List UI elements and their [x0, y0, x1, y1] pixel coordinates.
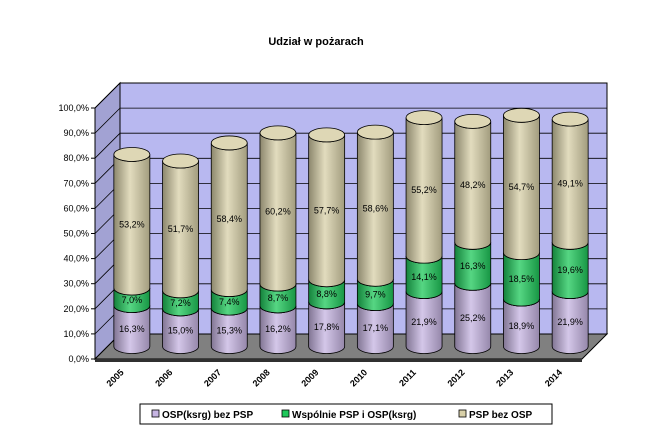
bar-top-2005: [113, 147, 151, 162]
gridline-side: [94, 82, 121, 109]
bar-top-2014: [551, 111, 589, 127]
data-label-2007-series-2: 7,4%: [219, 297, 240, 307]
y-tick-label: 50,0%: [63, 229, 89, 239]
legend-box: [139, 403, 553, 425]
y-tick-label: 10,0%: [63, 329, 89, 339]
data-label-2008-series-3: 60,2%: [265, 206, 291, 216]
legend: OSP(ksrg) bez PSP Wspólnie PSP i OSP(ksrg…: [139, 403, 553, 425]
data-label-2005-series-1: 16,3%: [119, 324, 145, 334]
data-labels: 16,3% 7,0% 53,2% 15,0% 7,2% 51,7% 15,3% 7,4% 58,…: [119, 179, 583, 336]
chart-title: Udział w pożarach: [268, 36, 364, 48]
data-label-2013-series-1: 18,9%: [509, 321, 535, 331]
x-tick-2007: 2007: [202, 367, 223, 388]
data-label-2008-series-2: 8,7%: [268, 293, 289, 303]
y-tick-label: 0,0%: [68, 354, 89, 364]
legend-label-1: OSP(ksrg) bez PSP: [162, 410, 253, 421]
data-label-2005-series-3: 53,2%: [119, 219, 145, 229]
floor-edge: [95, 359, 582, 362]
data-label-2010-series-3: 58,6%: [363, 204, 389, 214]
data-label-2010-series-1: 17,1%: [363, 323, 389, 333]
data-label-2009-series-1: 17,8%: [314, 322, 340, 332]
data-label-2011-series-3: 55,2%: [411, 185, 437, 195]
bar-top-2010: [356, 124, 394, 140]
bar-top-2013: [503, 107, 540, 123]
data-label-2014-series-2: 19,6%: [557, 265, 583, 275]
x-tick-2011: 2011: [397, 367, 418, 388]
gridline-side: [94, 132, 121, 159]
bar-top-2009: [308, 127, 346, 143]
y-tick-label: 20,0%: [63, 304, 89, 314]
bar-top-2007: [210, 135, 248, 151]
x-tick-2006: 2006: [153, 367, 174, 388]
data-label-2009-series-2: 8,8%: [316, 289, 337, 299]
y-tick-label: 100,0%: [58, 103, 89, 113]
x-tick-2009: 2009: [299, 367, 320, 388]
data-label-2011-series-1: 21,9%: [411, 317, 437, 327]
y-axis-ticks: 0,0% 10,0% 20,0% 30,0% 40,0% 50,0% 60,0% 70,0% 8…: [58, 103, 96, 364]
data-label-2007-series-1: 15,3%: [216, 325, 242, 335]
x-axis-ticks: 2005 2006 2007 2008 2009 2010 2011 2012 2013 2014: [105, 367, 565, 388]
data-label-2013-series-2: 18,5%: [509, 274, 535, 284]
data-label-2006-series-1: 15,0%: [168, 326, 194, 336]
legend-swatch-1: [151, 409, 160, 418]
data-label-2014-series-3: 49,1%: [557, 179, 583, 189]
data-label-2006-series-2: 7,2%: [170, 298, 191, 308]
y-tick-label: 80,0%: [63, 153, 89, 163]
data-label-2008-series-1: 16,2%: [265, 324, 291, 334]
data-label-2012-series-3: 48,2%: [460, 180, 486, 190]
data-label-2012-series-2: 16,3%: [460, 261, 486, 271]
legend-label-2: Wspólnie PSP i OSP(ksrg): [292, 410, 416, 421]
data-label-2007-series-3: 58,4%: [216, 214, 242, 224]
x-tick-2012: 2012: [445, 367, 466, 388]
bar-top-2008: [259, 125, 297, 141]
data-label-2009-series-3: 57,7%: [314, 205, 340, 215]
x-tick-2005: 2005: [105, 367, 126, 388]
data-label-2005-series-2: 7,0%: [122, 295, 143, 305]
data-label-2014-series-1: 21,9%: [557, 317, 583, 327]
y-tick-label: 60,0%: [63, 203, 89, 213]
y-tick-label: 70,0%: [63, 178, 89, 188]
legend-label-3: PSP bez OSP: [469, 410, 533, 421]
x-tick-2010: 2010: [348, 367, 369, 388]
legend-swatch-2: [281, 409, 290, 418]
bar-top-2006: [162, 153, 199, 169]
data-label-2011-series-2: 14,1%: [411, 272, 437, 282]
x-tick-2014: 2014: [543, 367, 564, 388]
data-label-2013-series-3: 54,7%: [509, 182, 535, 192]
bar-top-2012: [454, 113, 492, 129]
data-label-2012-series-1: 25,2%: [460, 313, 486, 323]
gridline-side: [94, 107, 121, 134]
bars: [113, 107, 589, 354]
data-label-2010-series-2: 9,7%: [365, 289, 386, 299]
y-tick-label: 40,0%: [63, 254, 89, 264]
bar-top-2011: [405, 110, 443, 125]
x-tick-2008: 2008: [251, 367, 272, 388]
data-label-2006-series-3: 51,7%: [168, 224, 194, 234]
y-tick-label: 30,0%: [63, 279, 89, 289]
y-tick-label: 90,0%: [63, 128, 89, 138]
legend-swatch-3: [458, 409, 467, 418]
x-tick-2013: 2013: [494, 367, 515, 388]
